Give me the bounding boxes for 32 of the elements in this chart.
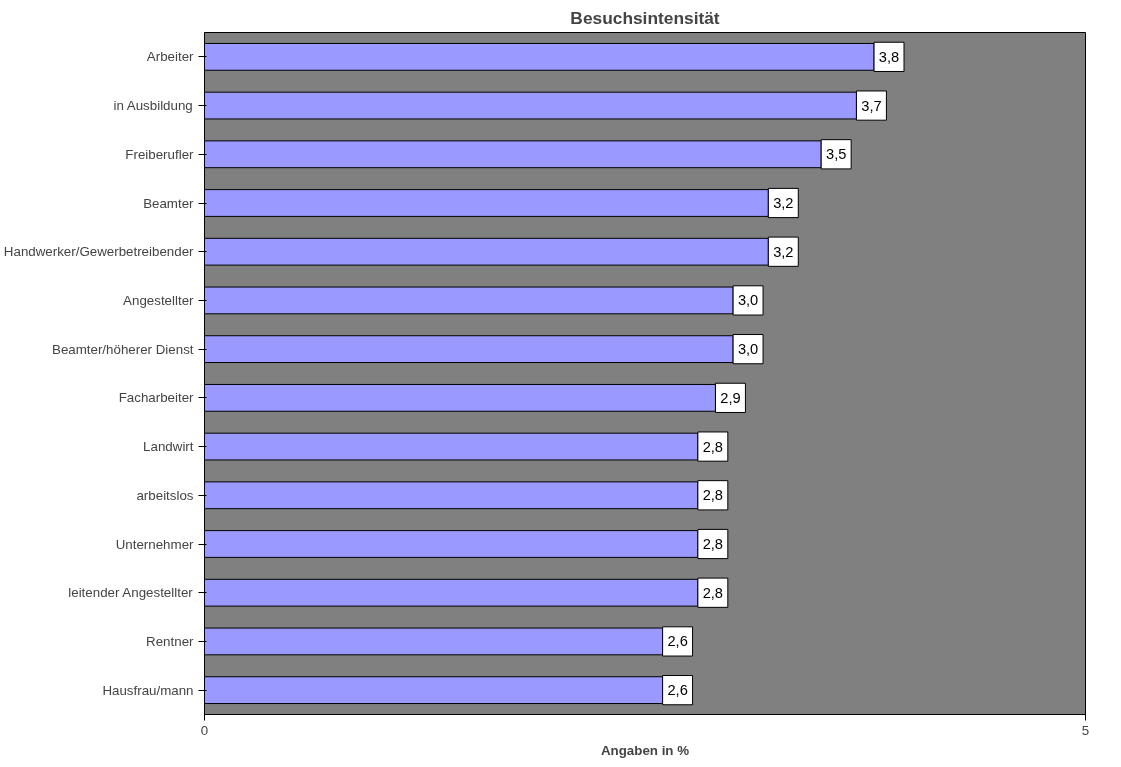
data-label: 3,0: [737, 341, 759, 358]
data-label: 3,2: [773, 243, 794, 260]
y-tick-label: Facharbeiter: [118, 390, 195, 406]
x-tick-label: 5: [1081, 722, 1090, 738]
data-label: 2,8: [702, 487, 724, 504]
data-label: 3,2: [773, 195, 794, 211]
y-tick-label: leitender Angestellter: [68, 585, 194, 601]
data-label: 2,8: [702, 536, 724, 552]
y-tick-label: Angestellter: [123, 292, 195, 308]
data-label: 2,8: [702, 584, 724, 601]
y-tick-label: arbeitslos: [136, 487, 194, 503]
data-label: 2,8: [702, 438, 724, 455]
data-label: 2,9: [720, 389, 741, 406]
data-label: 3,0: [737, 292, 759, 309]
y-tick-label: Unternehmer: [115, 536, 195, 552]
y-tick-label: in Ausbildung: [113, 98, 193, 114]
y-tick-label: Freiberufler: [125, 146, 195, 162]
y-tick-label: Rentner: [146, 633, 195, 649]
y-tick-label: Beamter/höherer Dienst: [52, 341, 194, 357]
x-tick-label: 0: [200, 722, 209, 738]
data-label: 3,7: [861, 97, 882, 114]
chart-title: Besuchsintensität: [570, 7, 720, 28]
y-tick-label: Beamter: [143, 195, 195, 211]
data-label: 3,5: [825, 146, 847, 163]
y-tick-label: Hausfrau/mann: [102, 682, 194, 698]
data-label: 2,6: [667, 633, 688, 650]
y-tick-label: Arbeiter: [146, 49, 195, 65]
data-label: 3,8: [878, 48, 900, 65]
y-tick-label: Handwerker/Gewerbetreibender: [3, 244, 195, 260]
data-label: 2,6: [667, 682, 688, 699]
y-tick-label: Landwirt: [143, 439, 194, 455]
x-axis-title: Angaben in %: [600, 742, 690, 758]
